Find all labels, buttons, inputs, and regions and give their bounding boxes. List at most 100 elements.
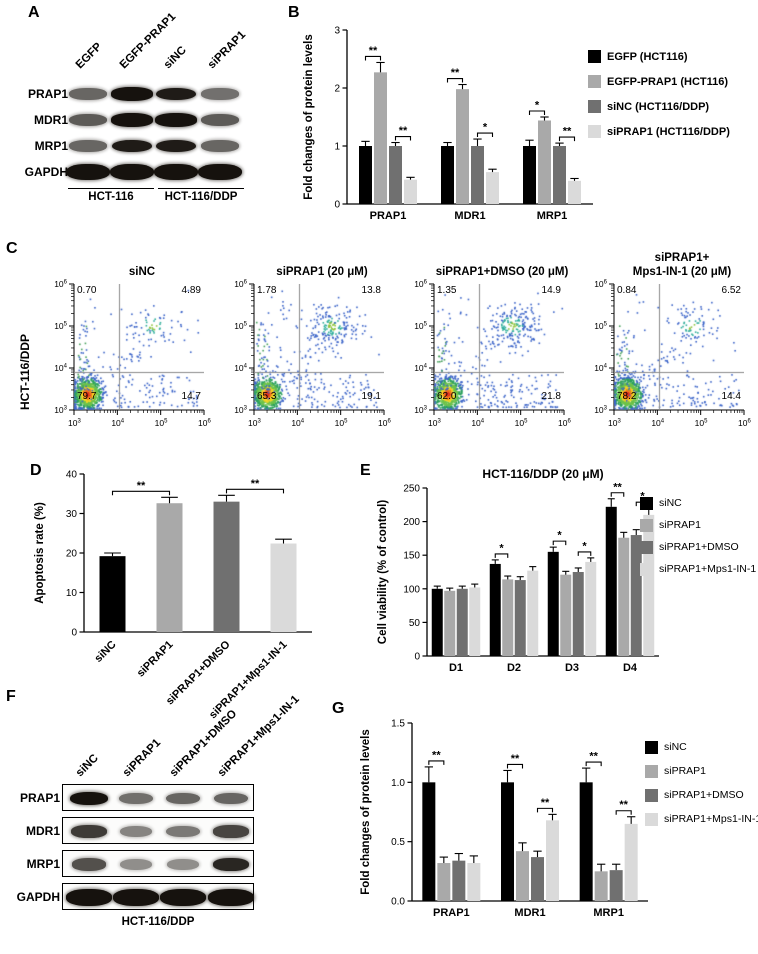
legend-b: EGFP (HCT116) EGFP-PRAP1 (HCT116) siNC (HC…: [588, 44, 730, 144]
panel-a-label: A: [28, 4, 40, 21]
flow-title-line: siPRAP1+: [654, 252, 710, 265]
blot-band: [69, 140, 107, 152]
flow-plot-2: siPRAP1+DMSO (20 μM) 103 103 104 104 105 105 10…: [400, 248, 578, 460]
bar: [431, 588, 443, 656]
flow-title-line: siPRAP1+DMSO (20 μM): [435, 266, 569, 279]
bar: [618, 537, 630, 656]
bar: [572, 572, 584, 656]
blot-row-label: MDR1: [25, 823, 60, 838]
bar: [441, 146, 454, 204]
blot-band: [68, 114, 108, 126]
blot-band: [111, 139, 153, 153]
legend-item: EGFP (HCT116): [588, 44, 730, 69]
y-tick-label: 105: [54, 321, 67, 331]
blot-band: [65, 889, 113, 906]
blot-band: [119, 792, 153, 805]
tspan: 3: [77, 419, 81, 425]
y-tick-label: 1.5: [391, 719, 405, 730]
x-tick-label: 105: [155, 418, 168, 428]
chart-svg-B: 0 1 2 3 Fold changes of protein levels PRAP1 M…: [303, 26, 593, 222]
blot-group-line: [158, 188, 244, 189]
legend-item: siPRAP1+Mps1-IN-1: [640, 558, 756, 580]
y-tick-label: 0.0: [391, 897, 405, 908]
x-tick-label: 103: [608, 418, 621, 428]
legend-label: EGFP-PRAP1 (HCT116): [607, 75, 729, 88]
y-tick-label: 0: [414, 652, 420, 663]
tspan: 3: [424, 406, 428, 412]
bar: [531, 857, 544, 901]
legend-g: siNC siPRAP1 siPRAP1+DMSO siPRAP1+Mps1-IN-1: [645, 735, 758, 831]
y-axis-title: Cell viability (% of control): [377, 500, 389, 645]
y-tick-label: 103: [234, 405, 247, 415]
y-tick-label: 105: [234, 321, 247, 331]
x-tick-label: 104: [291, 418, 304, 428]
x-tick-label: 103: [68, 418, 81, 428]
y-tick-label: 103: [594, 405, 607, 415]
blot-band: [212, 858, 250, 871]
bar: [560, 574, 572, 656]
blot-band: [154, 163, 198, 181]
legend-item: siNC (HCT116/DDP): [588, 94, 730, 119]
blot-lane-label: EGFP: [73, 40, 105, 72]
blot-band: [214, 792, 248, 805]
significance-bracket: [610, 492, 625, 497]
quadrant-labels: 0.70 4.89 79.7 14.7: [74, 284, 204, 410]
flow-scatter-canvas: [254, 284, 384, 410]
bar: [516, 851, 529, 901]
quadrant-labels: 0.84 6.52 78.2 14.4: [614, 284, 744, 410]
tspan: 6: [244, 280, 248, 286]
x-tick-label: 105: [695, 418, 708, 428]
blot-lane-label: siNC: [161, 44, 189, 72]
significance-label: *: [499, 542, 504, 554]
quadrant-value-lower_right: 14.7: [181, 391, 201, 402]
tspan: 6: [424, 280, 428, 286]
y-tick-label: 106: [234, 279, 247, 289]
bar: [547, 551, 559, 656]
panel-a: A EGFP EGFP-PRAP1 siNC siPRAP1 PRAP1 MDR1 MRP1…: [10, 2, 282, 238]
blot-band: [111, 113, 153, 127]
tspan: 5: [244, 322, 248, 328]
tspan: 4: [64, 364, 68, 370]
panel-d-label: D: [30, 462, 42, 479]
flow-plot-title: siPRAP1 (20 μM): [220, 248, 398, 280]
bar: [456, 89, 469, 204]
x-tick-label: PRAP1: [370, 210, 407, 222]
legend-label: EGFP (HCT116): [607, 50, 688, 63]
significance-label: **: [399, 125, 408, 137]
blot-band: [66, 163, 110, 181]
blot-band: [198, 163, 242, 181]
legend-item: siPRAP1+DMSO: [640, 536, 756, 558]
flow-plots: siNC 103 103 104 104 105 105 106 106 0.70 4.89 79.7…: [4, 238, 758, 460]
quadrant-value-lower_right: 21.8: [541, 391, 561, 402]
blot-group-line: [68, 188, 154, 189]
x-tick-label: 105: [335, 418, 348, 428]
blot-row-label: MRP1: [26, 856, 60, 871]
legend-swatch: [588, 125, 601, 138]
panel-c: C HCT-116/DDP siNC 103 103 104 104 105 105 106 1…: [4, 238, 758, 460]
legend-label: siPRAP1 (HCT116/DDP): [607, 125, 730, 138]
quadrant-value-upper_right: 4.89: [181, 285, 201, 296]
x-tick-label: siPRAP1: [135, 639, 176, 680]
x-tick-label: MRP1: [537, 210, 568, 222]
tspan: 6: [747, 419, 751, 425]
quadrant-value-upper_left: 1.35: [437, 285, 457, 296]
blot-band: [159, 889, 207, 906]
panel-b-label: B: [288, 4, 300, 21]
panel-f-label: F: [6, 688, 16, 705]
y-tick-label: 1: [334, 142, 340, 153]
y-axis-title: Apoptosis rate (%): [34, 502, 46, 604]
significance-label: **: [251, 478, 260, 490]
y-tick-label: 106: [414, 279, 427, 289]
x-tick-label: D4: [623, 662, 638, 674]
x-tick-label: D3: [565, 662, 579, 674]
panel-g: G 0.0 0.5 1.0 1.5 Fold changes of protein le…: [320, 693, 758, 954]
quadrant-value-lower_right: 19.1: [361, 391, 381, 402]
significance-bracket: [552, 540, 567, 546]
blot-band: [71, 825, 107, 838]
blot-row-box: [62, 883, 255, 910]
tspan: 6: [64, 280, 68, 286]
quadrant-value-upper_right: 6.52: [721, 285, 741, 296]
x-tick-label: 106: [198, 418, 211, 428]
chart-svg-G: 0.0 0.5 1.0 1.5 Fold changes of protein leve…: [360, 719, 648, 919]
